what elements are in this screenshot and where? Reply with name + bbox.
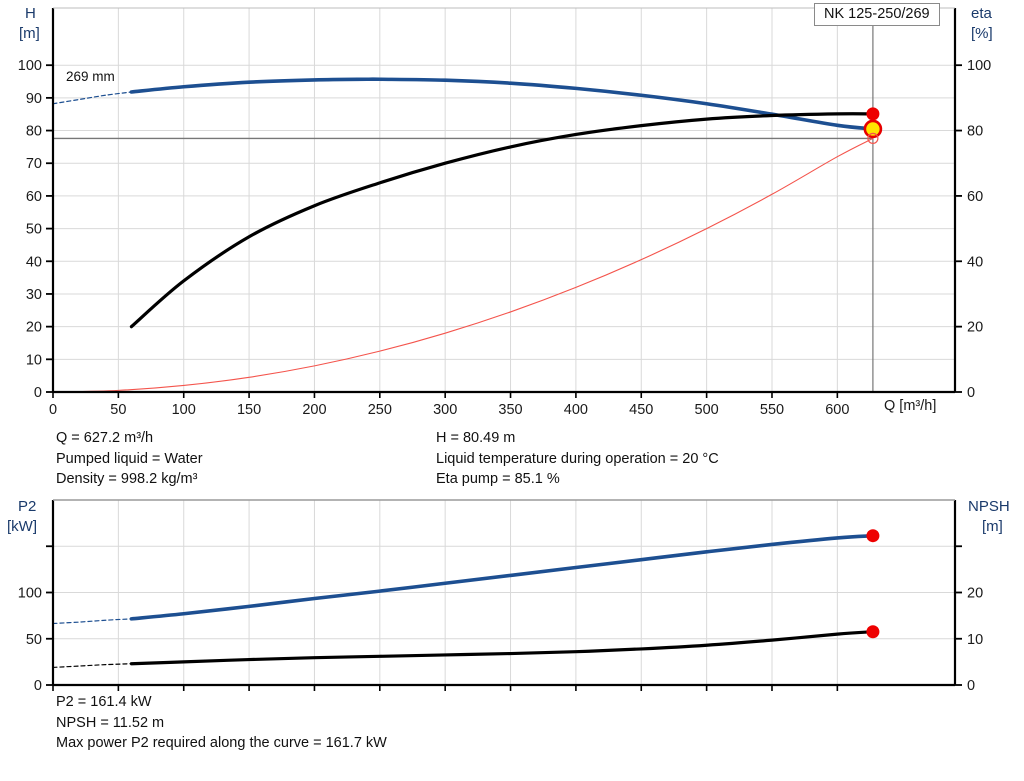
svg-text:50: 50 bbox=[110, 402, 126, 418]
npsh-axis-unit: [m] bbox=[982, 518, 1003, 535]
system-curve-point bbox=[867, 132, 879, 144]
p2-value-line: P2 = 161.4 kW bbox=[56, 694, 152, 710]
head-efficiency-chart: 0 50 100 150 200 250 300 350 400 450 500 550 6000102… bbox=[18, 5, 993, 418]
curve-npsh-required bbox=[129, 630, 875, 666]
top-chart-markers[interactable] bbox=[863, 107, 883, 144]
svg-text:500: 500 bbox=[695, 402, 719, 418]
npsh-axis-title: NPSH bbox=[968, 498, 1010, 515]
svg-text:0: 0 bbox=[49, 402, 57, 418]
svg-text:600: 600 bbox=[825, 402, 849, 418]
bottom-chart-gridlines bbox=[53, 500, 955, 685]
duty-point-eta bbox=[866, 107, 880, 121]
svg-text:80: 80 bbox=[967, 124, 983, 140]
duty-point-head bbox=[863, 119, 883, 139]
svg-text:60: 60 bbox=[26, 189, 42, 205]
svg-text:300: 300 bbox=[433, 402, 457, 418]
eta-axis-unit: [%] bbox=[971, 25, 993, 42]
svg-text:100: 100 bbox=[172, 402, 196, 418]
svg-text:60: 60 bbox=[967, 189, 983, 205]
eta-axis-title: eta bbox=[971, 5, 993, 22]
svg-text:90: 90 bbox=[26, 91, 42, 107]
top-chart-axes bbox=[46, 7, 962, 398]
svg-text:40: 40 bbox=[967, 254, 983, 270]
duty-density-line: Density = 998.2 kg/m³ bbox=[56, 471, 198, 487]
svg-text:100: 100 bbox=[18, 58, 42, 74]
impeller-diameter-label: 269 mm bbox=[66, 69, 115, 84]
svg-text:400: 400 bbox=[564, 402, 588, 418]
svg-text:50: 50 bbox=[26, 222, 42, 238]
curve-p2-extrapolated-dashed bbox=[52, 618, 133, 625]
svg-text:450: 450 bbox=[629, 402, 653, 418]
duty-point-npsh bbox=[866, 625, 880, 639]
svg-text:10: 10 bbox=[967, 632, 983, 648]
duty-eta-line: Eta pump = 85.1 % bbox=[436, 471, 560, 487]
svg-text:20: 20 bbox=[967, 320, 983, 336]
top-chart-curves bbox=[52, 77, 875, 393]
power-npsh-info: P2 = 161.4 kW NPSH = 11.52 m Max power P… bbox=[56, 692, 387, 754]
h-axis-title: H bbox=[25, 5, 36, 22]
svg-text:20: 20 bbox=[967, 586, 983, 602]
curve-p2-shaft-power bbox=[129, 533, 875, 621]
svg-text:200: 200 bbox=[302, 402, 326, 418]
pump-model-title: NK 125-250/269 bbox=[814, 3, 940, 26]
svg-text:20: 20 bbox=[26, 320, 42, 336]
svg-text:40: 40 bbox=[26, 254, 42, 270]
duty-temperature-line: Liquid temperature during operation = 20… bbox=[436, 450, 719, 467]
top-chart-guide-lines bbox=[53, 8, 874, 392]
top-chart-tick-labels: 0 50 100 150 200 250 300 350 400 450 500 550 6000102… bbox=[18, 58, 991, 418]
svg-text:250: 250 bbox=[368, 402, 392, 418]
q-axis-title: Q [m³/h] bbox=[884, 398, 936, 414]
svg-text:150: 150 bbox=[237, 402, 261, 418]
curve-eta-pump-efficiency bbox=[129, 112, 875, 329]
max-power-line: Max power P2 required along the curve = … bbox=[56, 735, 387, 751]
svg-text:100: 100 bbox=[967, 58, 991, 74]
svg-text:100: 100 bbox=[18, 586, 42, 602]
bottom-chart-markers[interactable] bbox=[866, 529, 880, 639]
duty-head-line: H = 80.49 m bbox=[436, 430, 516, 446]
svg-text:50: 50 bbox=[26, 632, 42, 648]
p2-axis-title: P2 bbox=[18, 498, 36, 515]
bottom-chart-tick-labels: 0 50 100 0 10 20 bbox=[18, 586, 983, 695]
svg-text:10: 10 bbox=[26, 352, 42, 368]
svg-text:350: 350 bbox=[498, 402, 522, 418]
duty-point-info-right: H = 80.49 m Liquid temperature during op… bbox=[436, 428, 719, 490]
top-chart-gridlines bbox=[53, 8, 955, 392]
curve-npsh-extrapolated-dashed bbox=[52, 663, 133, 669]
curve-h-head-curve-269-mm-impeller bbox=[129, 77, 875, 131]
duty-liquid-line: Pumped liquid = Water bbox=[56, 450, 203, 467]
svg-text:550: 550 bbox=[760, 402, 784, 418]
svg-text:0: 0 bbox=[967, 678, 975, 694]
svg-text:70: 70 bbox=[26, 156, 42, 172]
duty-flow-line: Q = 627.2 m³/h bbox=[56, 430, 154, 446]
curve-system-pipe-characteristic-curve bbox=[52, 137, 874, 393]
bottom-chart-curves bbox=[52, 533, 875, 669]
svg-text:80: 80 bbox=[26, 124, 42, 140]
duty-point-power bbox=[866, 529, 880, 543]
svg-text:30: 30 bbox=[26, 287, 42, 303]
h-axis-unit: [m] bbox=[19, 25, 40, 42]
p2-axis-unit: [kW] bbox=[7, 518, 37, 535]
npsh-value-line: NPSH = 11.52 m bbox=[56, 714, 165, 731]
svg-text:0: 0 bbox=[967, 385, 975, 401]
bottom-chart-axes bbox=[46, 499, 962, 691]
svg-text:0: 0 bbox=[34, 678, 42, 694]
svg-text:0: 0 bbox=[34, 385, 42, 401]
duty-point-info-left: Q = 627.2 m³/h Pumped liquid = Water Den… bbox=[56, 428, 203, 490]
